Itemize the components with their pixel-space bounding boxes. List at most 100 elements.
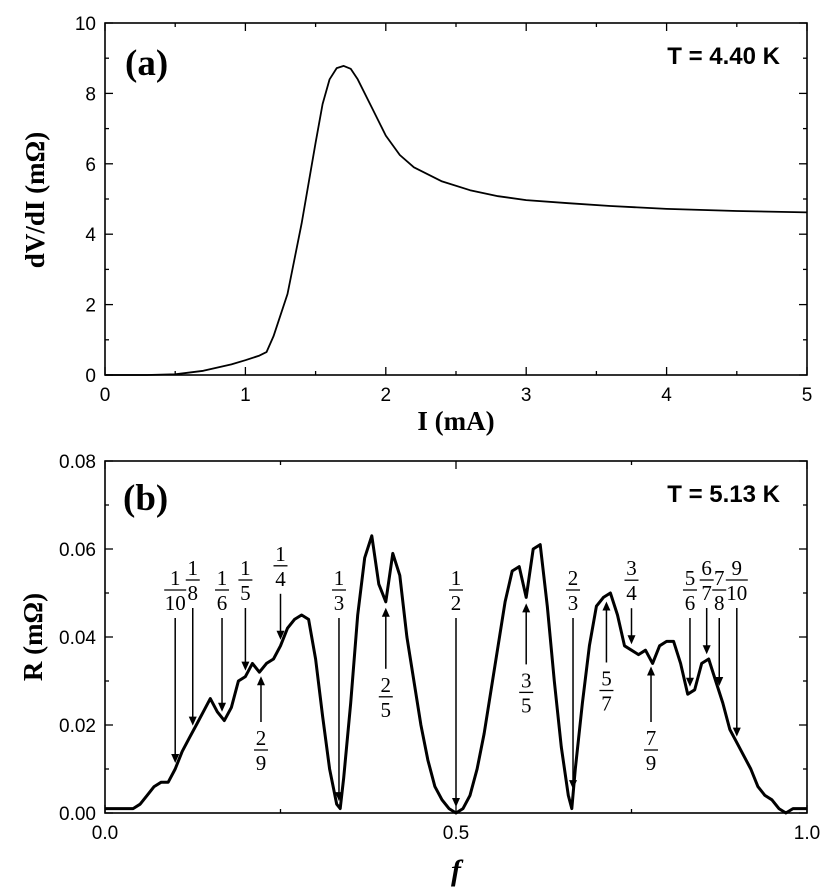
fraction-annotation: 110 <box>164 566 187 763</box>
fraction-denominator: 9 <box>256 751 267 775</box>
fraction-numerator: 1 <box>275 542 286 566</box>
panel-a-curve <box>105 65 808 376</box>
fraction-numerator: 1 <box>170 566 181 590</box>
panel-b-y-tick-label: 0.04 <box>59 628 96 649</box>
annotation-arrow-head <box>732 727 741 737</box>
annotation-arrow-head <box>241 661 250 671</box>
panel-b-curve <box>105 534 807 815</box>
fraction-annotation: 13 <box>331 566 346 802</box>
fraction-numerator: 1 <box>334 566 345 590</box>
panel-b-y-tick-label: 0.00 <box>59 804 96 825</box>
annotation-arrow-head <box>647 666 656 676</box>
panel-a-x-axis-title: I (mA) <box>417 406 494 436</box>
panel-b-x-tick-label: 0.5 <box>443 823 469 844</box>
fraction-annotation: 56 <box>682 566 697 687</box>
fraction-annotation: 15 <box>238 556 253 671</box>
fraction-numerator: 1 <box>451 566 462 590</box>
panel-b-x-tick-label: 1.0 <box>794 823 820 844</box>
fraction-annotation: 910 <box>725 556 748 737</box>
panel-b-y-axis-title: R (mΩ) <box>18 593 48 681</box>
fraction-annotation: 14 <box>273 542 288 640</box>
annotation-arrow-head <box>702 645 711 655</box>
fraction-numerator: 1 <box>217 566 228 590</box>
annotation-arrow-head <box>522 603 531 613</box>
annotation-arrow-head <box>334 792 343 802</box>
panel-a-y-tick-label: 0 <box>85 366 96 387</box>
annotation-arrow-head <box>715 677 724 686</box>
annotation-arrow-head <box>256 676 265 686</box>
panel-b-x-tick-label: 0.0 <box>92 823 118 844</box>
fraction-numerator: 9 <box>732 556 743 580</box>
panel-a-label: (a) <box>125 43 168 84</box>
fraction-denominator: 4 <box>275 567 286 591</box>
fraction-annotation: 18 <box>185 556 200 726</box>
fraction-denominator: 9 <box>646 751 657 775</box>
fraction-numerator: 5 <box>685 566 696 590</box>
fraction-denominator: 7 <box>601 692 612 716</box>
panel-a-y-tick-label: 2 <box>85 296 96 317</box>
fraction-denominator: 7 <box>701 581 712 605</box>
fraction-denominator: 10 <box>165 591 186 615</box>
panel-b-temperature: T = 5.13 K <box>667 481 780 508</box>
panel-b-x-axis-title: f <box>451 854 464 887</box>
panel-a: 0 1 2 3 4 5 0 2 4 6 8 10 (a) T = 4.40 K I (mA) dV/d… <box>20 14 812 436</box>
fraction-annotation: 79 <box>644 666 659 775</box>
panel-a-ticks: 0 1 2 3 4 5 0 2 4 6 8 10 <box>75 14 812 406</box>
fraction-denominator: 8 <box>188 581 199 605</box>
fraction-numerator: 2 <box>568 566 579 590</box>
panel-a-x-tick-label: 1 <box>240 385 251 406</box>
fraction-denominator: 5 <box>521 693 532 717</box>
panel-b: 0.0 0.5 1.00.000.020.040.060.08 1101816152… <box>18 452 820 887</box>
panel-a-x-tick-label: 2 <box>381 385 392 406</box>
annotation-arrow-head <box>627 635 636 645</box>
annotation-arrow-head <box>602 601 611 611</box>
fraction-denominator: 5 <box>381 698 392 722</box>
panel-a-y-tick-label: 4 <box>85 225 96 246</box>
fraction-numerator: 3 <box>626 556 637 580</box>
annotation-arrow-head <box>276 630 285 640</box>
annotation-arrow-head <box>569 780 578 790</box>
panel-a-y-axis-title: dV/dI (mΩ) <box>20 132 50 268</box>
panel-a-temperature: T = 4.40 K <box>667 43 780 70</box>
fraction-numerator: 6 <box>701 556 712 580</box>
panel-b-y-tick-label: 0.02 <box>59 716 96 737</box>
fraction-numerator: 5 <box>601 667 612 691</box>
panel-a-y-tick-label: 10 <box>75 14 96 35</box>
fraction-annotation: 67 <box>699 556 714 655</box>
fraction-numerator: 1 <box>188 556 199 580</box>
fraction-annotation: 23 <box>566 566 581 790</box>
fraction-numerator: 2 <box>256 726 267 750</box>
fraction-numerator: 7 <box>646 726 657 750</box>
fraction-annotation: 34 <box>624 556 639 645</box>
fraction-annotation: 12 <box>449 566 463 807</box>
fraction-annotation: 16 <box>215 566 230 712</box>
panel-a-x-tick-label: 4 <box>661 385 672 406</box>
annotation-arrow-head <box>452 798 460 807</box>
panel-a-y-tick-label: 6 <box>85 155 96 176</box>
fraction-denominator: 5 <box>240 581 251 605</box>
fraction-annotation: 29 <box>253 676 268 775</box>
fraction-numerator: 3 <box>521 668 532 692</box>
panel-a-x-tick-label: 0 <box>100 385 111 406</box>
panel-b-y-tick-label: 0.08 <box>59 452 96 473</box>
fraction-denominator: 4 <box>626 581 637 605</box>
fraction-annotation: 78 <box>712 566 727 686</box>
panel-a-x-tick-label: 5 <box>802 385 813 406</box>
panel-b-label: (b) <box>123 478 168 519</box>
fraction-annotation: 35 <box>519 603 534 717</box>
panel-a-y-tick-label: 8 <box>85 84 96 105</box>
fraction-numerator: 2 <box>381 673 392 697</box>
fraction-denominator: 3 <box>334 591 345 615</box>
annotation-arrow-head <box>218 702 227 712</box>
fraction-denominator: 6 <box>685 591 696 615</box>
fraction-denominator: 10 <box>726 581 747 605</box>
annotation-arrow-head <box>685 677 694 687</box>
panel-a-x-tick-label: 3 <box>521 385 532 406</box>
fraction-numerator: 1 <box>240 556 251 580</box>
panel-b-y-tick-label: 0.06 <box>59 540 96 561</box>
annotation-arrow-head <box>188 716 197 726</box>
fraction-annotation: 25 <box>378 607 393 722</box>
annotation-arrow-head <box>381 607 390 617</box>
